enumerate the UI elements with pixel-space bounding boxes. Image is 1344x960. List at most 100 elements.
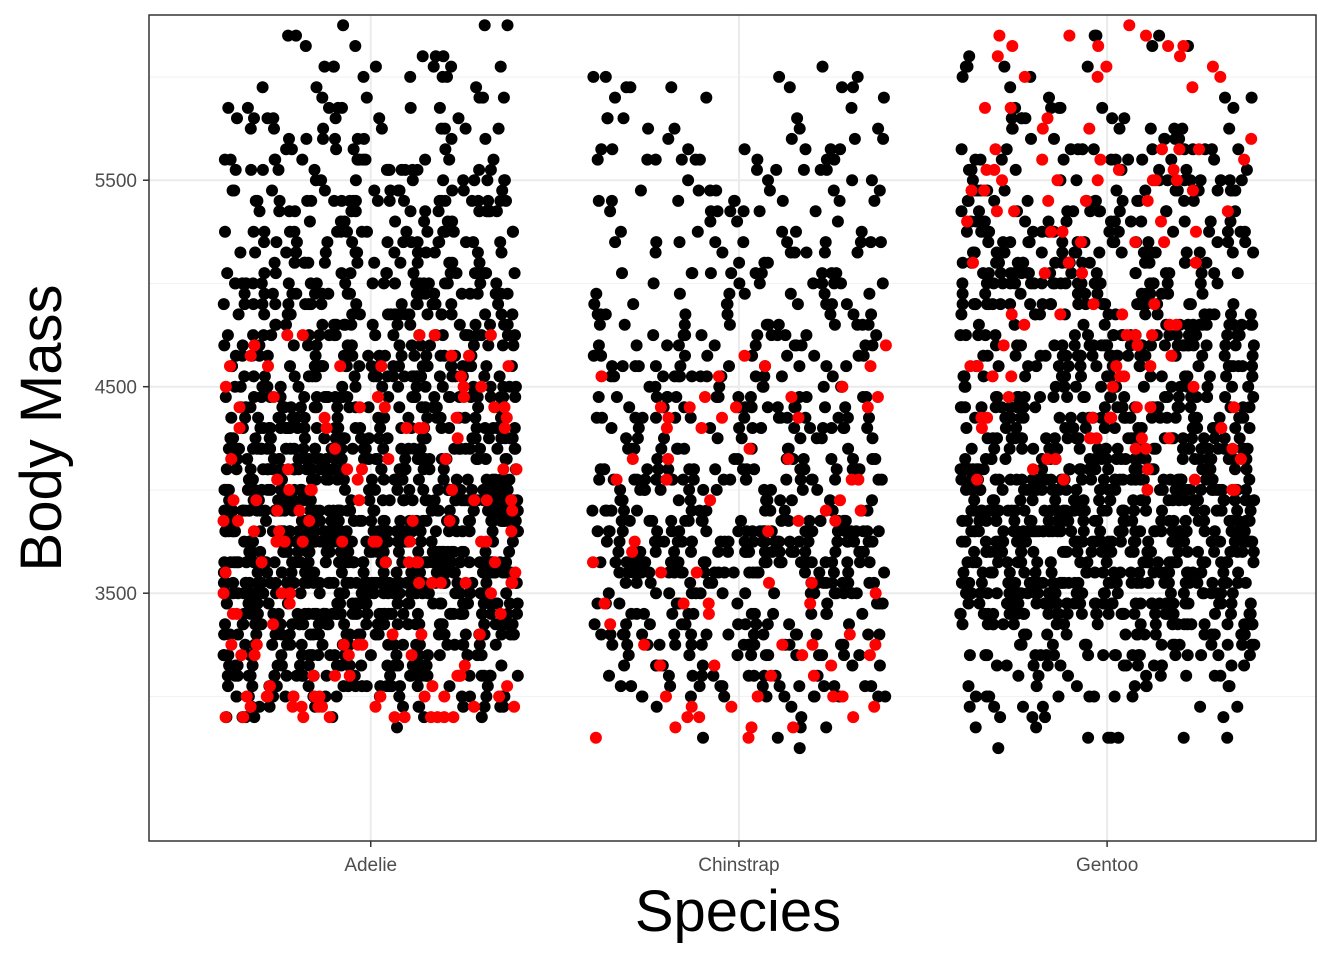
highlighted-data-point bbox=[459, 576, 472, 589]
highlighted-data-point bbox=[336, 535, 349, 548]
data-point bbox=[674, 370, 686, 383]
data-point bbox=[1186, 432, 1198, 445]
highlighted-data-point bbox=[743, 442, 756, 455]
data-point bbox=[614, 680, 627, 693]
data-point bbox=[595, 349, 608, 362]
data-point bbox=[672, 339, 685, 352]
data-point bbox=[604, 205, 617, 218]
data-point bbox=[860, 391, 873, 403]
data-point bbox=[1170, 556, 1183, 569]
data-point bbox=[283, 132, 295, 145]
data-point bbox=[1138, 494, 1151, 507]
data-point bbox=[479, 132, 492, 145]
data-point bbox=[412, 473, 425, 486]
data-point bbox=[294, 587, 307, 600]
data-point bbox=[723, 360, 735, 373]
highlighted-data-point bbox=[1167, 163, 1180, 176]
highlighted-data-point bbox=[501, 680, 514, 693]
data-point bbox=[435, 422, 448, 434]
highlighted-data-point bbox=[438, 711, 451, 724]
data-point bbox=[616, 525, 629, 538]
data-point bbox=[402, 411, 415, 424]
highlighted-data-point bbox=[502, 360, 515, 373]
data-point bbox=[1214, 174, 1227, 187]
highlighted-data-point bbox=[685, 700, 698, 713]
highlighted-data-point bbox=[1041, 112, 1054, 125]
data-point bbox=[1097, 649, 1110, 662]
data-point bbox=[1191, 576, 1204, 589]
data-point bbox=[616, 628, 629, 641]
data-point bbox=[776, 194, 789, 207]
data-point bbox=[292, 545, 305, 558]
data-point bbox=[349, 205, 362, 218]
data-point bbox=[751, 153, 764, 166]
data-point bbox=[298, 411, 311, 424]
highlighted-data-point bbox=[626, 453, 639, 465]
data-point bbox=[319, 556, 332, 569]
data-point bbox=[808, 690, 821, 703]
data-point bbox=[240, 277, 253, 290]
data-point bbox=[303, 453, 315, 465]
data-point bbox=[297, 618, 310, 631]
data-point bbox=[489, 638, 502, 651]
data-point bbox=[433, 370, 446, 383]
data-point bbox=[979, 649, 992, 662]
data-point bbox=[218, 504, 231, 517]
data-point bbox=[333, 556, 345, 569]
data-point bbox=[999, 411, 1012, 424]
highlighted-data-point bbox=[286, 700, 299, 713]
data-point bbox=[296, 649, 308, 662]
data-point bbox=[758, 483, 771, 496]
data-point bbox=[489, 287, 502, 300]
data-point bbox=[1178, 618, 1191, 631]
data-point bbox=[603, 669, 615, 682]
data-point bbox=[1068, 597, 1081, 610]
data-point bbox=[1081, 556, 1094, 569]
data-point bbox=[1019, 370, 1032, 383]
data-point bbox=[999, 422, 1012, 434]
data-point bbox=[389, 277, 401, 290]
data-point bbox=[1213, 597, 1226, 610]
data-point bbox=[962, 597, 975, 610]
data-point bbox=[491, 442, 504, 455]
data-point bbox=[244, 669, 257, 682]
data-point bbox=[261, 442, 274, 455]
highlighted-data-point bbox=[400, 422, 413, 434]
highlighted-data-point bbox=[1186, 81, 1199, 94]
data-point bbox=[1113, 122, 1126, 135]
highlighted-data-point bbox=[219, 380, 232, 393]
data-point bbox=[248, 391, 260, 403]
data-point bbox=[242, 473, 255, 486]
data-point bbox=[684, 411, 697, 424]
data-point bbox=[1179, 370, 1191, 383]
data-point bbox=[706, 576, 719, 589]
data-point bbox=[318, 60, 331, 73]
data-point bbox=[1065, 267, 1078, 280]
data-point bbox=[1029, 473, 1042, 486]
data-point bbox=[1060, 215, 1073, 228]
data-point bbox=[617, 112, 630, 125]
data-point bbox=[968, 494, 981, 507]
data-point bbox=[410, 298, 423, 311]
data-point bbox=[1142, 576, 1155, 589]
data-point bbox=[1169, 411, 1182, 424]
data-point bbox=[369, 60, 382, 73]
data-point bbox=[631, 473, 644, 486]
data-point bbox=[290, 29, 302, 42]
data-point bbox=[1011, 535, 1023, 548]
data-point bbox=[753, 205, 766, 218]
data-point bbox=[878, 566, 891, 579]
data-point bbox=[593, 473, 606, 486]
data-point bbox=[1215, 504, 1228, 517]
data-point bbox=[872, 525, 885, 538]
data-point bbox=[747, 628, 760, 641]
data-point bbox=[313, 587, 326, 600]
data-point bbox=[769, 535, 782, 548]
data-point bbox=[353, 597, 366, 610]
data-point bbox=[1125, 566, 1137, 579]
data-point bbox=[406, 494, 419, 507]
data-point bbox=[360, 680, 373, 693]
data-point bbox=[1098, 422, 1111, 434]
data-point bbox=[379, 349, 391, 362]
data-point bbox=[1054, 525, 1067, 538]
